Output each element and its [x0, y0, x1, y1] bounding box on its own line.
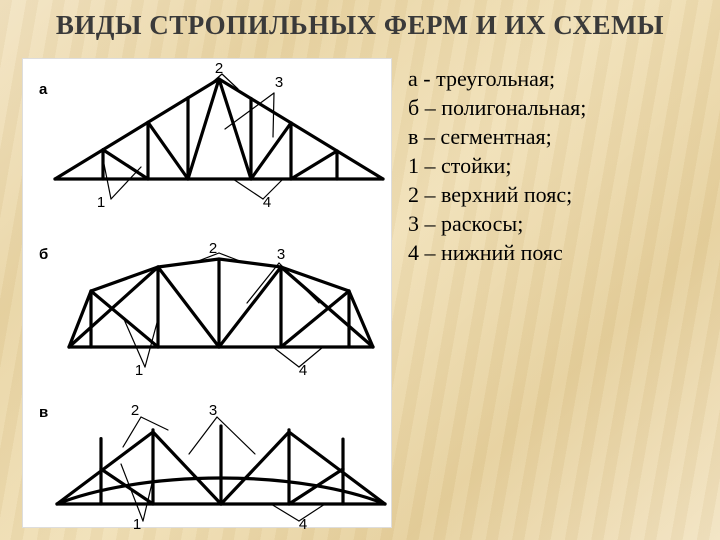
svg-text:3: 3 — [277, 246, 285, 263]
svg-text:4: 4 — [263, 194, 271, 211]
legend-line: 1 – стойки; — [408, 151, 708, 180]
svg-text:б: б — [39, 246, 48, 263]
truss-diagram: а1234б1234в1234 — [22, 58, 392, 528]
legend-line: б – полигональная; — [408, 93, 708, 122]
page-title: ВИДЫ СТРОПИЛЬНЫХ ФЕРМ И ИХ СХЕМЫ — [0, 10, 720, 41]
svg-text:в: в — [39, 404, 48, 421]
legend-line: 4 – нижний пояс — [408, 238, 708, 267]
legend-line: в – сегментная; — [408, 122, 708, 151]
legend-line: 3 – раскосы; — [408, 209, 708, 238]
svg-text:1: 1 — [97, 194, 105, 211]
legend: а - треугольная; б – полигональная; в – … — [408, 64, 708, 267]
svg-text:1: 1 — [135, 362, 143, 379]
legend-line: а - треугольная; — [408, 64, 708, 93]
title-text: ВИДЫ СТРОПИЛЬНЫХ ФЕРМ И ИХ СХЕМЫ — [56, 10, 664, 40]
svg-text:а: а — [39, 81, 48, 98]
svg-text:2: 2 — [131, 402, 139, 419]
svg-text:1: 1 — [133, 516, 141, 529]
legend-line: 2 – верхний пояс; — [408, 180, 708, 209]
svg-text:3: 3 — [275, 74, 283, 91]
svg-text:4: 4 — [299, 362, 307, 379]
svg-text:3: 3 — [209, 402, 217, 419]
truss-svg: а1234б1234в1234 — [23, 59, 393, 529]
